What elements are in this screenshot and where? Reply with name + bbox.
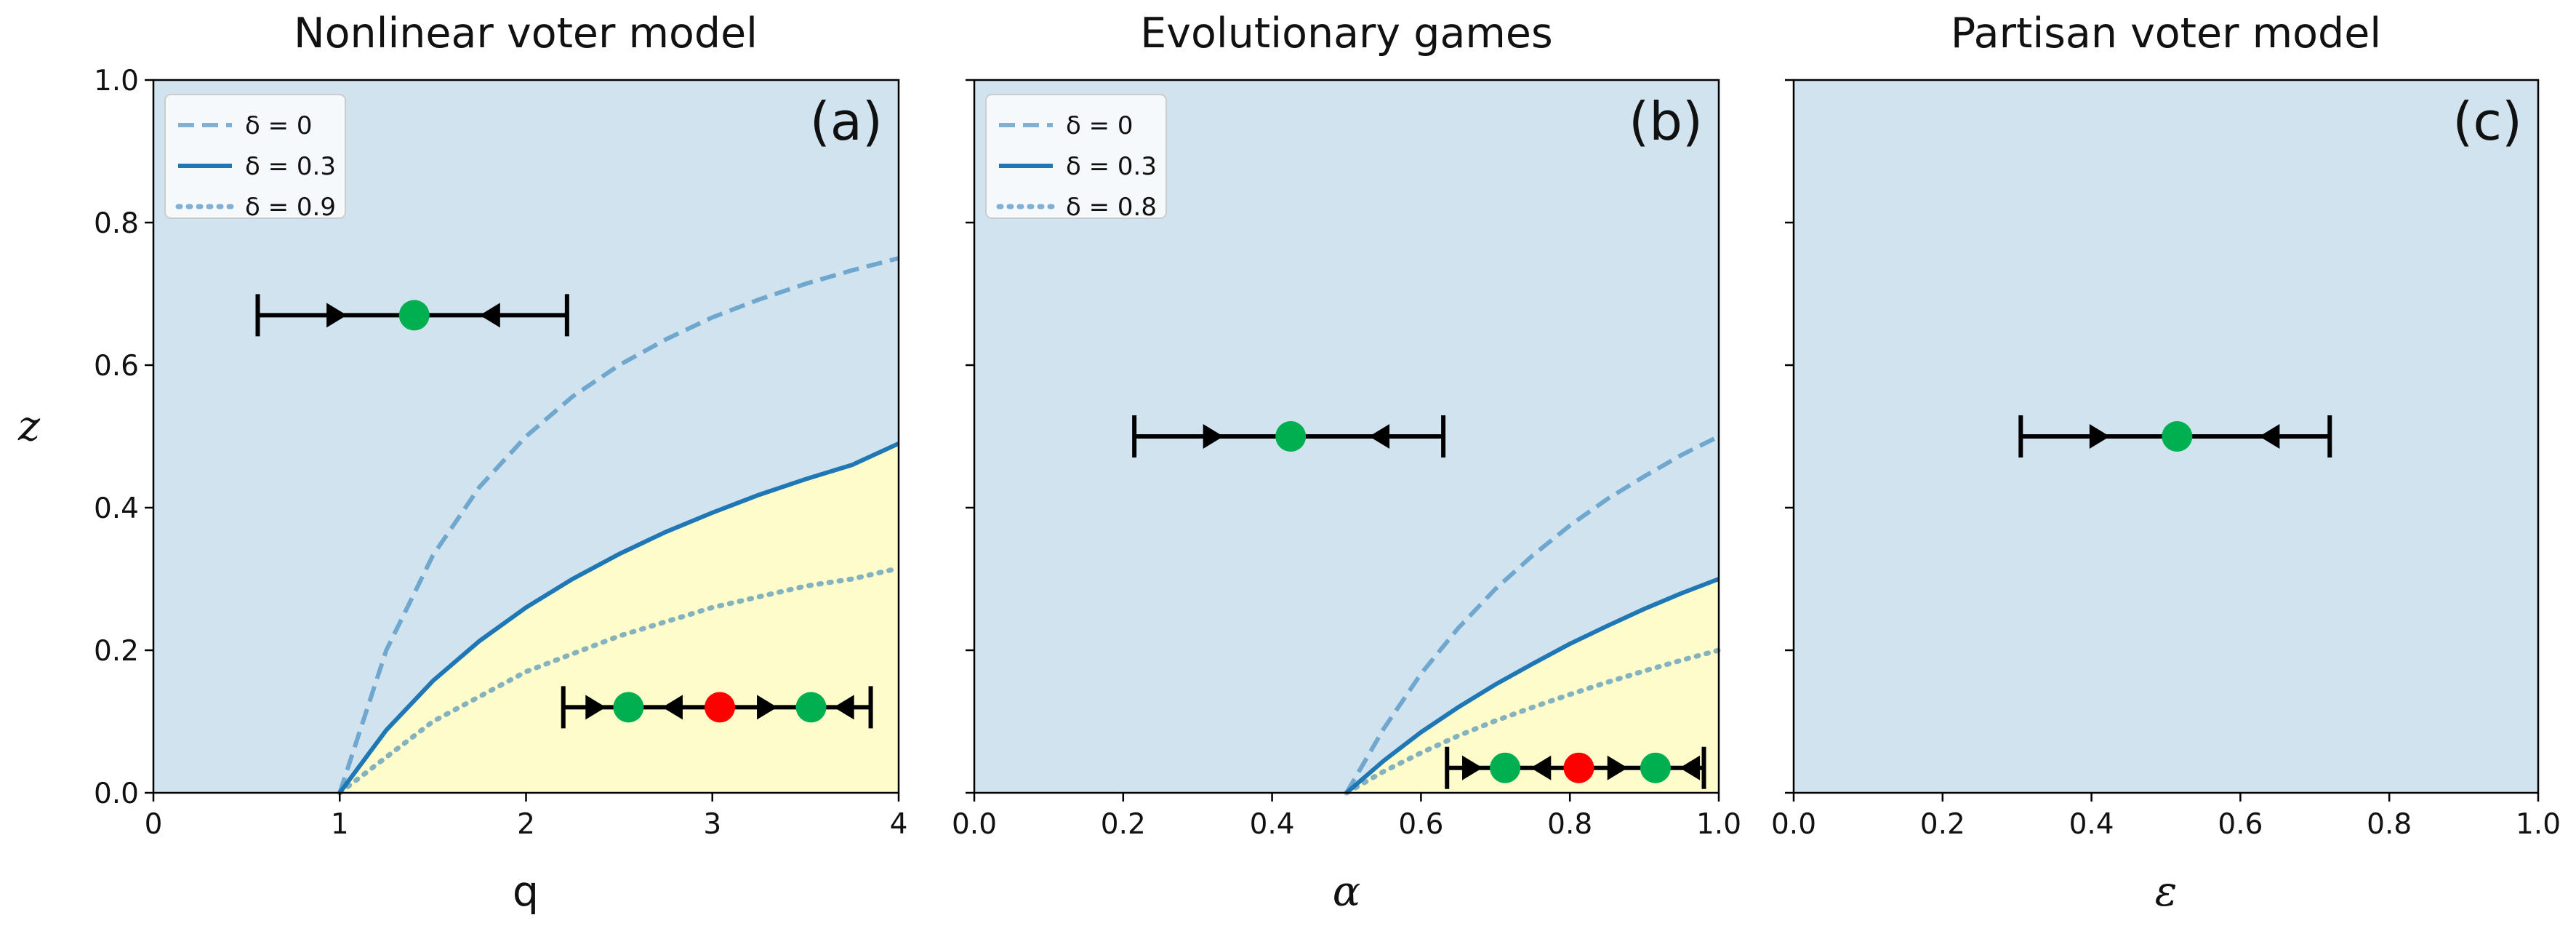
flow-arrow-right — [326, 303, 348, 328]
flow-arrow-left — [479, 303, 500, 328]
panel-b-label: (b) — [1629, 91, 1703, 152]
panel-b-curve-1 — [1345, 577, 1720, 795]
panel-a-ticks: 0 1 2 3 4 0.0 0.2 0.4 0.6 0.8 1.0 — [94, 65, 907, 841]
y-tick-label: 1.0 — [94, 65, 139, 97]
panel-c-title: Partisan voter model — [1951, 9, 2381, 57]
flow-arrow-right — [1203, 424, 1224, 449]
flow-arrow-left — [662, 695, 683, 720]
panel-b-title: Evolutionary games — [1140, 9, 1552, 57]
flow-arrow-right — [1462, 755, 1483, 780]
flow-arrow-right — [585, 695, 606, 720]
panel-a-flow-diagram-1 — [561, 686, 873, 729]
flow-arrow-left — [1369, 424, 1390, 449]
stable-fixed-point — [1490, 752, 1521, 783]
x-tick-label: 0.8 — [1547, 808, 1592, 841]
panel-b-curve-0 — [1344, 434, 1720, 794]
x-tick-label: 4 — [890, 808, 908, 841]
panel-b-xlabel: α — [1333, 868, 1361, 916]
x-tick-label: 0.8 — [2367, 808, 2412, 841]
panel-a-label: (a) — [810, 91, 883, 152]
unstable-fixed-point — [1563, 752, 1594, 783]
panel-a-curve-0 — [337, 256, 899, 794]
legend-label-1: δ = 0.3 — [245, 152, 336, 181]
panel-c-flow-diagrams — [2018, 415, 2332, 457]
x-tick-label: 0.2 — [1101, 808, 1146, 841]
panel-c-frame — [1792, 79, 2540, 794]
y-tick-label: 0.0 — [94, 778, 139, 810]
panel-b-ticks: 0.0 0.2 0.4 0.6 0.8 1.0 — [952, 79, 1741, 841]
stable-fixed-point — [795, 692, 827, 723]
panel-b-flow-diagram-0 — [1132, 415, 1446, 457]
flow-arrow-right — [2089, 424, 2110, 449]
panel-a-flow-diagrams — [255, 294, 873, 729]
flow-arrow-left — [1530, 755, 1552, 780]
x-tick-label: 0.6 — [2218, 808, 2263, 841]
unstable-fixed-point — [705, 692, 735, 723]
panel-c-flow-diagram-0 — [2018, 415, 2332, 457]
x-tick-label: 1.0 — [2516, 808, 2561, 841]
y-tick-label: 0.4 — [94, 492, 139, 525]
legend-label-1: δ = 0.3 — [1066, 152, 1157, 181]
panel-b-flow-diagram-1 — [1445, 746, 1706, 789]
panel-a-ylabel: z — [17, 402, 41, 450]
panel-a-flow-diagram-0 — [255, 294, 569, 337]
stable-fixed-point — [2162, 421, 2193, 452]
panel-c-xlabel: ε — [2155, 868, 2178, 916]
panel-a-curve-1 — [337, 441, 900, 794]
x-tick-label: 3 — [703, 808, 721, 841]
panel-a: 0 1 2 3 40.00.20.40.60.81.0 δ = 0δ = 0.3δ = … — [17, 9, 907, 916]
x-tick-label: 1 — [331, 808, 349, 841]
y-tick-label: 0.8 — [94, 207, 139, 240]
legend-label-0: δ = 0 — [1066, 111, 1133, 140]
panel-a-title: Nonlinear voter model — [294, 9, 758, 57]
panel-a-xlabel: q — [513, 868, 539, 916]
y-tick-label: 0.6 — [94, 350, 139, 383]
flow-arrow-left — [1680, 755, 1701, 780]
panel-c-ticks: 0.0 0.2 0.4 0.6 0.8 1.0 — [1771, 79, 2561, 841]
panel-a-curves — [337, 256, 902, 796]
stable-fixed-point — [398, 300, 430, 331]
x-tick-label: 0 — [145, 808, 163, 841]
panel-b-curve-2 — [1344, 647, 1722, 796]
panel-a-legend: δ = 0 δ = 0.3 δ = 0.9 — [164, 94, 346, 222]
flow-arrow-right — [757, 695, 778, 720]
panel-b-frame — [973, 79, 1720, 794]
panel-b-flow-diagrams — [1132, 415, 1706, 789]
x-tick-label: 0.4 — [2069, 808, 2114, 841]
x-tick-label: 0.6 — [1398, 808, 1443, 841]
legend-label-2: δ = 0.8 — [1066, 193, 1157, 222]
panel-b-legend: δ = 0 δ = 0.3 δ = 0.8 — [985, 94, 1167, 222]
x-tick-label: 1.0 — [1696, 808, 1741, 841]
legend-label-0: δ = 0 — [245, 111, 313, 140]
panel-c-label: (c) — [2452, 91, 2522, 152]
x-tick-label: 0.4 — [1250, 808, 1295, 841]
x-tick-label: 0.2 — [1920, 808, 1965, 841]
x-tick-label: 2 — [517, 808, 535, 841]
panel-b: 0.0 0.2 0.4 0.6 0.8 1.0 δ = 0 δ = 0.3 δ = 0.8 E… — [952, 9, 1741, 916]
flow-arrow-left — [2259, 424, 2280, 449]
y-tick-label: 0.2 — [94, 635, 139, 668]
x-tick-label: 0.0 — [1771, 808, 1816, 841]
panel-b-curves — [1344, 434, 1722, 796]
stable-fixed-point — [1275, 421, 1307, 452]
stable-fixed-point — [613, 692, 644, 723]
flow-arrow-left — [833, 695, 854, 720]
legend-label-2: δ = 0.9 — [245, 193, 336, 222]
panel-c: 0.0 0.2 0.4 0.6 0.8 1.0 Partisan voter model … — [1771, 9, 2561, 916]
flow-arrow-right — [1607, 755, 1628, 780]
stable-fixed-point — [1640, 752, 1671, 783]
x-tick-label: 0.0 — [952, 808, 997, 841]
panel-b-stable-region — [1347, 579, 1719, 793]
